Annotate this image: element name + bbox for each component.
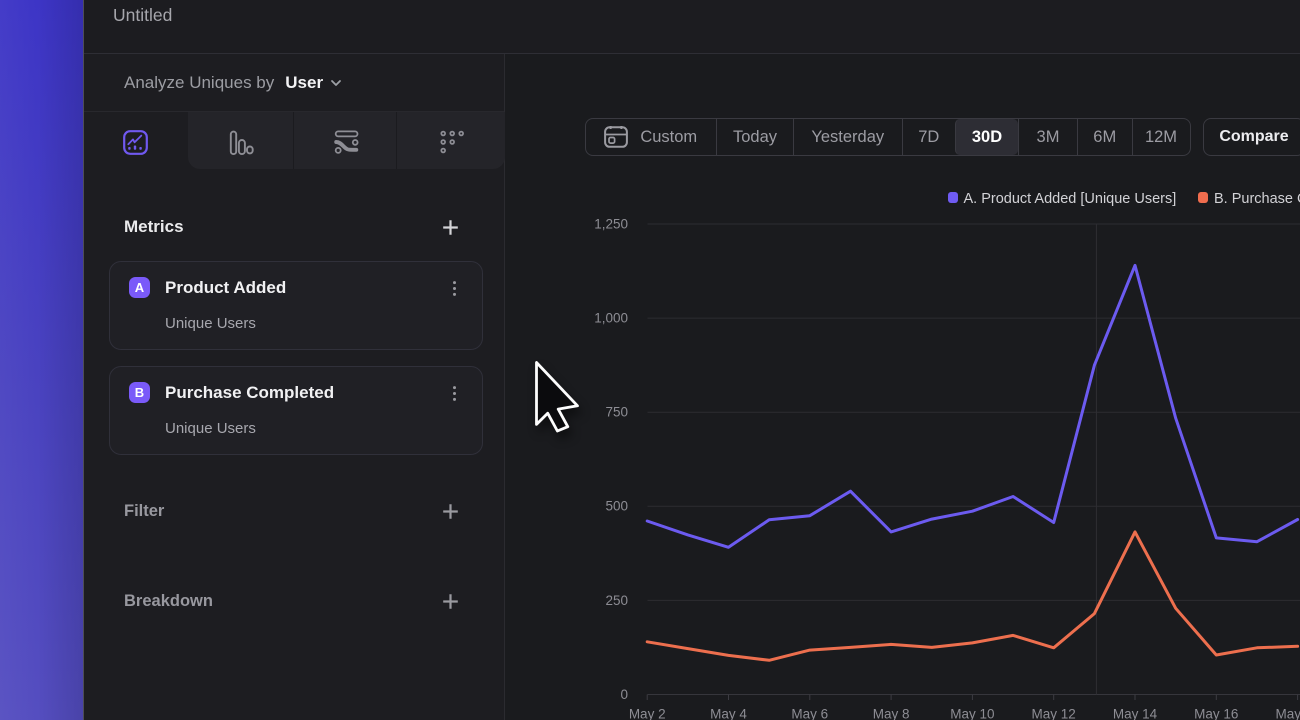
svg-text:500: 500 (605, 499, 628, 514)
svg-text:1,250: 1,250 (594, 216, 628, 231)
svg-text:May 8: May 8 (873, 707, 910, 720)
svg-text:May 6: May 6 (791, 707, 828, 720)
svg-text:1,000: 1,000 (594, 311, 628, 326)
svg-text:May 2: May 2 (629, 707, 666, 720)
svg-text:May 12: May 12 (1032, 707, 1076, 720)
svg-text:250: 250 (605, 593, 628, 608)
svg-text:May 16: May 16 (1194, 707, 1238, 720)
svg-text:0: 0 (620, 687, 628, 702)
svg-text:750: 750 (605, 405, 628, 420)
svg-text:May 4: May 4 (710, 707, 747, 720)
svg-text:May 14: May 14 (1113, 707, 1158, 720)
svg-text:May 10: May 10 (950, 707, 994, 720)
svg-text:May 18: May 18 (1275, 707, 1300, 720)
